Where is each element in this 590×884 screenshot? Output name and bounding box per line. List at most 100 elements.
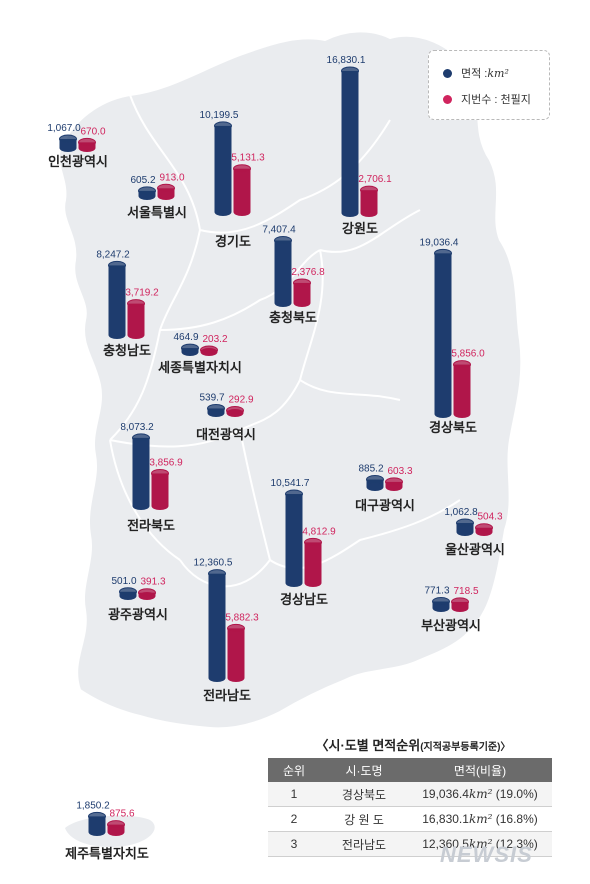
rank-cell: 3 [268, 831, 320, 857]
data-label-area: 605.2 [130, 175, 155, 186]
bar-parcels [233, 164, 251, 216]
data-label-parcels: 5,131.3 [231, 153, 265, 164]
region-label: 부산광역시 [421, 618, 481, 633]
header-area: 면적(비율) [408, 758, 552, 782]
area-cell: 16,830.1km² (16.8%) [408, 806, 552, 832]
area-percent: (19.0%) [492, 787, 538, 801]
bar-area [132, 433, 150, 510]
bar-parcels [200, 345, 218, 356]
bar-area [88, 811, 106, 836]
region-label: 대구광역시 [355, 498, 415, 513]
legend-swatch-parcels [443, 94, 452, 104]
ranking-subtitle: (지적공부등록기준)〉 [420, 742, 511, 753]
data-label-area: 7,407.4 [262, 224, 296, 235]
bar-parcels [475, 523, 493, 536]
data-label-area: 464.9 [173, 332, 198, 343]
data-label-area: 10,541.7 [271, 478, 310, 489]
data-label-area: 771.3 [424, 585, 449, 596]
bar-parcels [227, 623, 245, 682]
korea-map-shape [57, 30, 523, 730]
region-label: 세종특별자치시 [158, 360, 242, 375]
bar-area [119, 587, 137, 600]
data-label-parcels: 3,719.2 [125, 288, 159, 299]
region-label: 제주특별자치도 [65, 846, 149, 861]
bar-parcels [226, 406, 244, 417]
bar-area [341, 66, 359, 217]
bar-parcels [304, 537, 322, 587]
bar-area [207, 403, 225, 417]
bar-parcels [151, 468, 169, 510]
bar-parcels [138, 588, 156, 600]
region-label: 대전광역시 [196, 427, 256, 442]
bar-area [366, 475, 384, 491]
newsis-watermark: NEWSIS [440, 842, 533, 867]
area-unit: km² [468, 812, 493, 826]
data-label-area: 12,360.5 [194, 558, 233, 569]
data-label-parcels: 603.3 [387, 466, 412, 477]
data-label-parcels: 2,376.8 [291, 267, 325, 278]
region-label: 전라남도 [203, 688, 251, 703]
bar-parcels [293, 278, 311, 307]
bar-parcels [385, 477, 403, 491]
region-label: 서울특별시 [127, 205, 187, 220]
bar-parcels [127, 299, 145, 339]
bar-area [456, 518, 474, 536]
area-percent: (12.3%) [492, 837, 538, 851]
data-label-area: 8,247.2 [96, 249, 130, 260]
header-name: 시·도명 [320, 758, 408, 782]
data-label-parcels: 4,812.9 [302, 526, 336, 537]
bar-area [285, 489, 303, 587]
region-label: 충청북도 [269, 310, 317, 325]
area-cell: 12,360.5km² (12.3%) [408, 831, 552, 857]
data-label-area: 539.7 [199, 392, 224, 403]
bar-parcels [360, 185, 378, 217]
data-label-parcels: 875.6 [109, 809, 134, 820]
data-label-parcels: 913.0 [159, 172, 184, 183]
legend-label-area: 면적 : [461, 68, 488, 80]
data-label-parcels: 5,882.3 [225, 612, 259, 623]
data-label-area: 10,199.5 [200, 110, 239, 121]
ranking-table: 순위 시·도명 면적(비율) 1 경상북도 19,036.4km² (19.0%) 2… [268, 758, 552, 857]
bar-area [208, 569, 226, 682]
area-unit: km² [468, 837, 493, 851]
bar-area [274, 235, 292, 307]
area-value: 12,360.5 [422, 837, 469, 851]
bar-area [434, 248, 452, 418]
data-label-area: 501.0 [111, 576, 136, 587]
data-label-area: 1,067.0 [47, 123, 81, 134]
region-label: 경상북도 [429, 420, 477, 435]
data-label-area: 885.2 [358, 464, 383, 475]
data-label-parcels: 504.3 [477, 512, 502, 523]
legend-swatch-area [443, 68, 452, 78]
region-label: 충청남도 [103, 343, 151, 358]
bar-parcels [107, 820, 125, 836]
header-rank: 순위 [268, 758, 320, 782]
bar-parcels [453, 360, 471, 418]
data-label-parcels: 2,706.1 [358, 174, 392, 185]
bar-area [138, 186, 156, 200]
legend-label-parcels: 지번수 : 천필지 [461, 94, 531, 106]
data-label-parcels: 718.5 [453, 586, 478, 597]
data-label-parcels: 3,856.9 [149, 457, 183, 468]
legend-unit-area: km² [487, 66, 509, 80]
data-label-parcels: 203.2 [202, 334, 227, 345]
ranking-header-row: 순위 시·도명 면적(비율) [268, 758, 552, 782]
data-label-parcels: 670.0 [80, 126, 105, 137]
data-label-parcels: 5,856.0 [451, 349, 485, 360]
region-label: 광주광역시 [108, 607, 168, 622]
area-value: 19,036.4 [422, 787, 469, 801]
ranking-row: 1 경상북도 19,036.4km² (19.0%) [268, 782, 552, 807]
data-label-area: 8,073.2 [120, 422, 154, 433]
bar-parcels [157, 183, 175, 200]
area-unit: km² [468, 787, 493, 801]
region-cell: 전라남도 [320, 831, 408, 857]
data-label-area: 19,036.4 [420, 237, 459, 248]
legend: 면적 : km² 지번수 : 천필지 [428, 50, 550, 120]
region-label: 경기도 [215, 234, 251, 249]
bar-parcels [451, 597, 469, 612]
bar-area [214, 121, 232, 216]
bar-area [108, 260, 126, 339]
legend-item-parcels: 지번수 : 천필지 [443, 91, 531, 107]
